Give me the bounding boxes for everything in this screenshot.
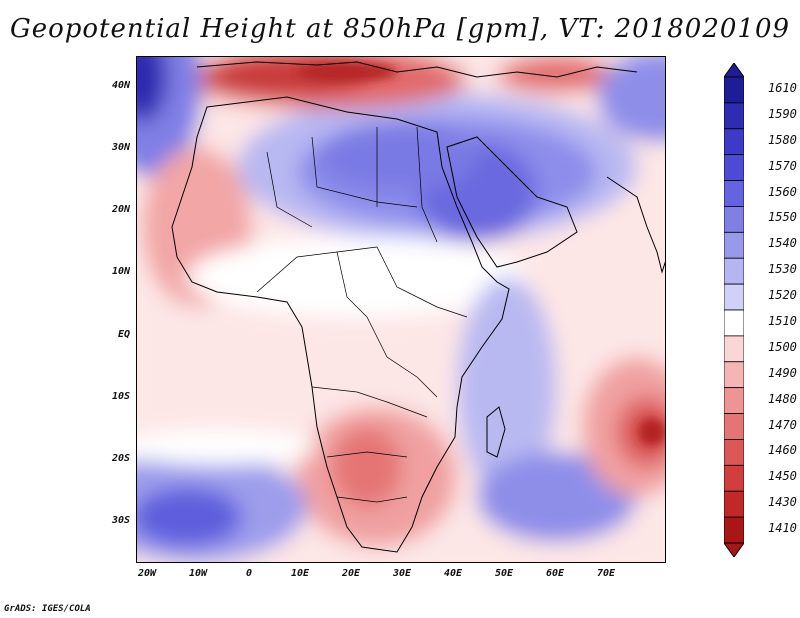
geopotential-map (137, 57, 665, 562)
europe-coast (196, 61, 638, 78)
colorbar-swatch (724, 464, 744, 492)
colorbar-level-label: 1590 (768, 106, 797, 121)
colorbar-swatch (724, 154, 744, 181)
lat-label: 10S (111, 391, 130, 402)
colorbar-level-label: 1470 (768, 417, 797, 432)
lon-label: 50E (494, 568, 514, 579)
coastlines (171, 61, 665, 553)
colorbar-level-label: 1410 (768, 521, 797, 536)
lon-label: 60E (545, 568, 565, 579)
colorbar-level-label: 1560 (768, 184, 797, 199)
madagascar (486, 406, 506, 458)
lon-label: 20W (137, 568, 157, 579)
colorbar-level-label: 1430 (768, 495, 797, 510)
lat-label: 30N (111, 142, 130, 153)
colorbar-swatch (724, 309, 744, 337)
colorbar-level-label: 1610 (768, 80, 797, 95)
colorbar-swatch (724, 76, 744, 104)
lon-label: 40E (443, 568, 463, 579)
colorbar-level-label: 1490 (768, 365, 797, 380)
colorbar-swatch (724, 335, 744, 363)
colorbar-level-label: 1550 (768, 210, 797, 225)
india-coast (606, 176, 665, 274)
colorbar-level-label: 1520 (768, 288, 797, 303)
colorbar-level-label: 1500 (768, 339, 797, 354)
colorbar-swatch (724, 257, 744, 285)
colorbar-swatch (724, 128, 744, 156)
colorbar-bottom-arrow (724, 542, 744, 557)
colorbar-swatch (724, 231, 744, 259)
colorbar-swatch (724, 283, 744, 311)
lon-label: 30E (392, 568, 412, 579)
colorbar-swatch (724, 490, 744, 518)
lon-label: 10E (290, 568, 310, 579)
colorbar-swatch (724, 361, 744, 389)
colorbar-level-label: 1480 (768, 391, 797, 406)
lat-label: 40N (111, 80, 130, 91)
colorbar-level-label: 1580 (768, 132, 797, 147)
colorbar-swatch (724, 180, 744, 207)
colorbar-level-label: 1530 (768, 262, 797, 277)
colorbar (724, 63, 744, 557)
map-panel (136, 56, 666, 563)
colorbar-level-label: 1540 (768, 236, 797, 251)
colorbar-swatch (724, 206, 744, 233)
colorbar-top-arrow (724, 63, 744, 78)
colorbar-swatch (724, 516, 744, 544)
africa-coastline (171, 96, 510, 553)
lon-label: 0 (245, 568, 253, 579)
colorbar-level-label: 1450 (768, 469, 797, 484)
lon-label: 70E (596, 568, 616, 579)
credit-text: GrADS: IGES/COLA (4, 604, 91, 614)
colorbar-swatch (724, 387, 744, 414)
colorbar-swatch (724, 413, 744, 440)
lat-label: 10N (111, 266, 130, 277)
chart-title: Geopotential Height at 850hPa [gpm], VT:… (9, 14, 791, 44)
lat-label: 30S (111, 515, 130, 526)
country-borders (256, 126, 468, 503)
colorbar-swatch (724, 439, 744, 466)
height-field-detail (297, 62, 665, 446)
lat-label: EQ (117, 329, 130, 340)
colorbar-level-label: 1570 (768, 158, 797, 173)
colorbar-swatch (724, 102, 744, 130)
lat-label: 20S (111, 453, 130, 464)
arabian-peninsula (446, 136, 578, 268)
height-field-shading (137, 57, 665, 562)
lon-label: 20E (341, 568, 361, 579)
colorbar-level-label: 1460 (768, 443, 797, 458)
colorbar-level-label: 1510 (768, 313, 797, 328)
lat-label: 20N (111, 204, 130, 215)
lon-label: 10W (188, 568, 208, 579)
